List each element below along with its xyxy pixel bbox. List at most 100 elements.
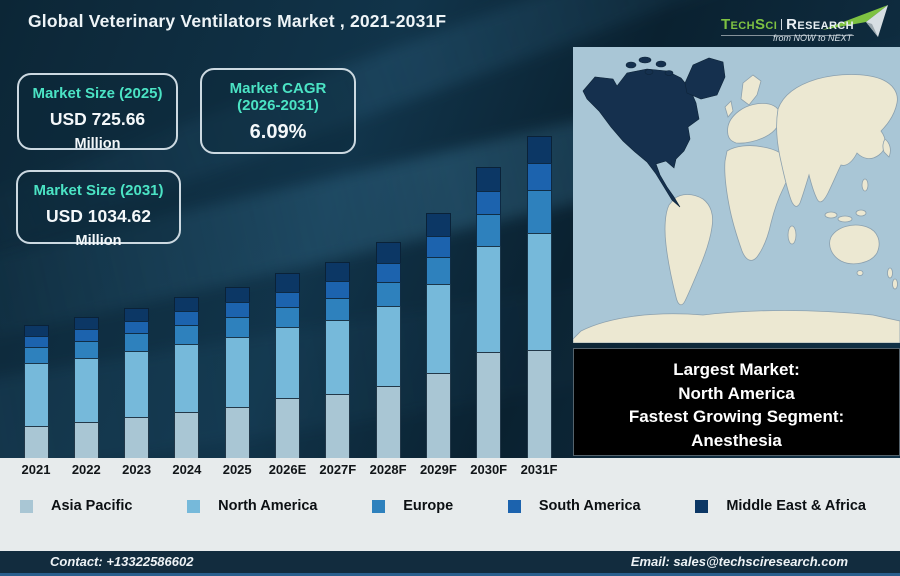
segment-north-america xyxy=(73,358,99,422)
segment-middle-east-africa xyxy=(476,167,502,191)
stat-box-market-size-2025: Market Size (2025) USD 725.66 Million xyxy=(17,73,178,152)
segment-asia-pacific xyxy=(174,412,200,458)
bar-2031f xyxy=(526,136,552,458)
segment-north-america xyxy=(476,246,502,352)
map-africa xyxy=(724,145,790,261)
segment-south-america xyxy=(73,329,99,341)
bar-2024 xyxy=(174,297,200,458)
segment-north-america xyxy=(275,327,300,398)
world-map xyxy=(572,47,900,344)
legend-label: Asia Pacific xyxy=(51,498,133,514)
segment-south-america xyxy=(325,281,351,298)
stat-value: USD 1034.62 xyxy=(45,206,152,226)
x-axis-label-2027f: 2027F xyxy=(319,462,357,477)
legend-label: South America xyxy=(538,498,641,514)
bar-2021 xyxy=(23,325,49,458)
bar-2026e xyxy=(275,273,300,458)
map-tasmania xyxy=(856,270,864,276)
segment-south-america xyxy=(174,311,200,325)
map-australia xyxy=(829,224,880,265)
segment-middle-east-africa xyxy=(325,262,351,281)
segment-middle-east-africa xyxy=(375,242,401,263)
map-new-zealand xyxy=(892,278,898,290)
x-axis-label-2021: 2021 xyxy=(21,462,51,477)
x-axis-label-2026e: 2026E xyxy=(268,462,307,477)
segment-middle-east-africa xyxy=(526,136,552,163)
logo-brand-techsci: TechSci xyxy=(720,16,778,33)
callout-line: Largest Market: xyxy=(673,360,800,379)
segment-europe xyxy=(275,307,300,327)
bar-2023 xyxy=(124,308,150,458)
footer-email: Email: sales@techsciresearch.com xyxy=(630,554,848,569)
map-arctic-islands xyxy=(655,60,667,68)
bar-2028f xyxy=(375,242,401,458)
legend-item-europe: Europe xyxy=(372,498,453,514)
segment-north-america xyxy=(526,233,552,350)
segment-north-america xyxy=(174,344,200,412)
chart-legend: Asia Pacific North America Europe South Ame… xyxy=(0,498,900,514)
segment-middle-east-africa xyxy=(124,308,150,321)
bar-2030f xyxy=(476,167,502,458)
segment-middle-east-africa xyxy=(275,273,300,292)
x-axis-label-2024: 2024 xyxy=(172,462,202,477)
legend-label: Europe xyxy=(403,498,454,514)
segment-asia-pacific xyxy=(526,350,552,458)
map-arctic-islands xyxy=(664,70,674,76)
map-arctic-islands xyxy=(638,56,652,64)
map-philippines xyxy=(861,178,869,192)
x-axis-label-2022: 2022 xyxy=(71,462,101,477)
segment-middle-east-africa xyxy=(73,317,99,329)
stat-unit: Million xyxy=(75,233,122,249)
bar-2025 xyxy=(224,287,250,458)
logo-arrow-icon xyxy=(822,5,888,37)
map-arctic-islands xyxy=(625,61,637,69)
map-asia xyxy=(776,74,898,207)
world-map-svg xyxy=(572,47,900,344)
legend-swatch-icon xyxy=(372,499,386,513)
stat-value: 6.09% xyxy=(249,121,307,143)
legend-label: Middle East & Africa xyxy=(726,498,866,514)
x-axis-label-2029f: 2029F xyxy=(419,462,457,477)
bottom-strip: 2021 2022 2023 2024 2025 2026E 2027F 2028F 2029F… xyxy=(0,458,900,551)
segment-middle-east-africa xyxy=(425,213,451,236)
map-indonesia xyxy=(824,211,838,219)
map-japan xyxy=(882,138,891,158)
stat-box-market-cagr: Market CAGR (2026-2031) 6.09% xyxy=(200,68,356,154)
techsci-logo: TechSci Research from NOW to NEXT xyxy=(704,3,892,45)
legend-item-middle-east-africa: Middle East & Africa xyxy=(695,498,866,514)
segment-europe xyxy=(526,190,552,233)
segment-asia-pacific xyxy=(375,386,401,458)
segment-south-america xyxy=(375,263,401,282)
map-british-isles xyxy=(724,100,734,118)
page-title: Global Veterinary Ventilators Market , 2… xyxy=(28,11,447,31)
segment-asia-pacific xyxy=(73,422,99,458)
legend-swatch-icon xyxy=(695,499,709,513)
segment-north-america xyxy=(224,337,250,407)
logo-wordmark: TechSci Research xyxy=(720,16,854,36)
x-axis-label-2031f: 2031F xyxy=(520,462,558,477)
segment-europe xyxy=(224,317,250,337)
legend-item-south-america: South America xyxy=(507,498,641,514)
segment-asia-pacific xyxy=(23,426,49,458)
bar-chart xyxy=(23,136,552,458)
map-greenland-highlight xyxy=(684,57,726,100)
legend-swatch-icon xyxy=(507,499,521,513)
segment-south-america xyxy=(425,236,451,257)
segment-north-america xyxy=(375,306,401,386)
segment-middle-east-africa xyxy=(174,297,200,311)
map-scandinavia xyxy=(740,74,762,106)
callout-line: Fastest Growing Segment: xyxy=(628,407,845,426)
bar-2022 xyxy=(73,317,99,458)
stat-title: Market CAGR xyxy=(229,80,327,97)
segment-north-america xyxy=(325,320,351,394)
map-south-america xyxy=(664,194,713,306)
segment-middle-east-africa xyxy=(224,287,250,302)
logo-brand-research: Research xyxy=(786,16,854,33)
stat-box-market-size-2031: Market Size (2031) USD 1034.62 Million xyxy=(16,170,181,249)
map-indonesia xyxy=(855,209,867,217)
segment-south-america xyxy=(124,321,150,333)
stat-value: USD 725.66 xyxy=(49,109,146,129)
segment-europe xyxy=(425,257,451,284)
segment-europe xyxy=(325,298,351,320)
